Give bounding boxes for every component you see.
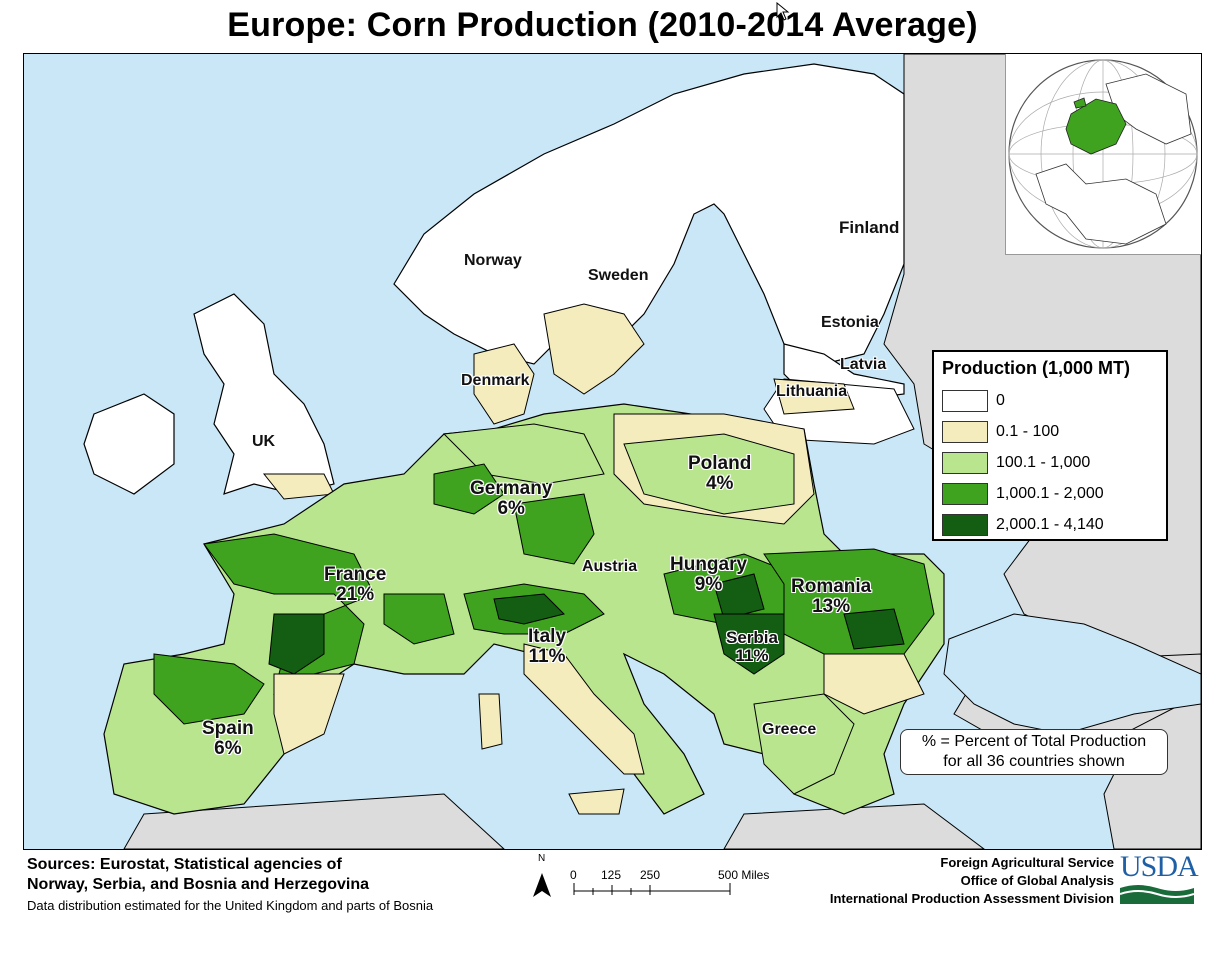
label-estonia: Estonia [821,314,879,331]
legend: Production (1,000 MT) 0 0.1 - 100 100.1 … [932,350,1168,541]
map-frame: Finland Norway Sweden Estonia Latvia Lit… [23,53,1202,850]
note-line-1: % = Percent of Total Production [921,733,1147,750]
percent-note: % = Percent of Total Production for all … [900,729,1168,775]
legend-title: Production (1,000 MT) [942,358,1131,378]
denmark [473,343,535,425]
germany-bavaria [513,493,595,565]
legend-label: 1,000.1 - 2,000 [996,484,1104,502]
sources-block: Sources: Eurostat, Statistical agencies … [27,855,433,913]
germany-west [433,463,505,515]
sicily [568,788,625,815]
scandinavia [393,63,905,400]
legend-label: 2,000.1 - 4,140 [996,515,1104,533]
globe-inset [1005,54,1201,255]
globe-icon [1008,59,1198,249]
usda-logo-text: USDA [1120,850,1199,883]
sardinia [478,693,503,750]
label-poland: Poland 4% [688,453,752,494]
label-uk: UK [252,433,276,450]
label-france: France 21% [324,564,387,605]
legend-label: 0 [996,391,1005,409]
scale-tick-0: 0 [570,868,577,882]
italy-po [493,593,565,625]
black-sea [943,613,1201,735]
scale-tick-250: 250 [640,868,661,882]
credits-line-1: Foreign Agricultural Service [940,855,1114,870]
lithuania-region [773,378,855,415]
hungary-dark [713,573,765,620]
sources-line-1: Sources: Eurostat, Statistical agencies … [27,856,342,873]
france-east [383,593,455,645]
uk-ireland [83,293,335,495]
italy-south [523,643,645,775]
legend-item: 1,000.1 - 2,000 [940,478,1160,509]
sources-line-2: Norway, Serbia, and Bosnia and Herzegovi… [27,876,370,893]
scale-bar: N 0 125 250 500 Miles [530,853,790,905]
north-label: N [538,853,546,864]
legend-item: 2,000.1 - 4,140 [940,509,1160,540]
usda-wave-icon [1119,885,1195,904]
bulgaria [823,653,925,715]
credits-line-2: Office of Global Analysis [960,873,1114,888]
label-norway: Norway [464,252,522,269]
legend-item: 100.1 - 1,000 [940,447,1160,478]
poland-green [623,433,795,515]
label-germany: Germany 6% [470,478,553,519]
legend-swatch [942,389,988,412]
legend-item: 0.1 - 100 [940,416,1160,447]
serbia [713,613,785,675]
usda-logo: USDA [1119,850,1199,906]
label-lithuania: Lithuania [776,383,848,400]
label-hungary: Hungary 9% [670,554,748,595]
uk-south [262,473,335,500]
label-spain: Spain 6% [202,718,254,759]
scale-tick-500: 500 Miles [718,868,770,882]
scale-tick-125: 125 [601,868,622,882]
note-line-2: for all 36 countries shown [943,753,1125,770]
label-serbia: Serbia 11% [726,628,778,665]
label-denmark: Denmark [461,372,530,389]
france-aquitaine [268,613,325,675]
south-sweden [543,303,645,395]
credits-block: Foreign Agricultural Service Office of G… [780,854,1114,908]
label-sweden: Sweden [588,267,649,284]
legend-swatch [942,513,988,536]
label-austria: Austria [582,558,638,575]
spain-east [273,673,345,755]
label-greece: Greece [762,721,817,738]
legend-swatch [942,482,988,505]
label-romania: Romania 13% [791,576,872,617]
map-title: Europe: Corn Production (2010-2014 Avera… [227,6,978,44]
spain-north [153,653,265,725]
label-latvia: Latvia [840,356,887,373]
label-italy: Italy 11% [528,626,567,667]
label-finland: Finland [839,218,900,237]
legend-label: 0.1 - 100 [996,422,1060,440]
north-arrow-icon [533,873,731,897]
legend-item: 0 [940,385,1160,416]
romania-dark [843,608,905,650]
legend-swatch [942,420,988,443]
legend-label: 100.1 - 1,000 [996,453,1091,471]
legend-swatch [942,451,988,474]
credits-line-3: International Production Assessment Divi… [829,891,1114,906]
sources-note: Data distribution estimated for the Unit… [27,898,434,913]
mouse-cursor-icon [776,2,790,21]
